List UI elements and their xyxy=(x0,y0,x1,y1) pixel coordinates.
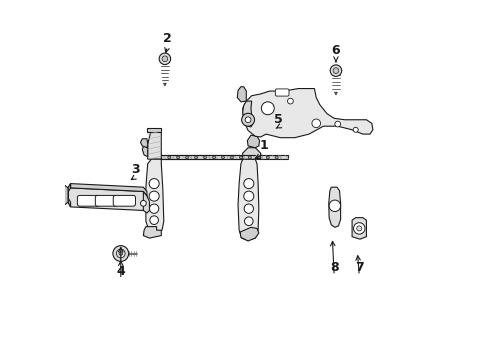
Polygon shape xyxy=(145,159,163,234)
Circle shape xyxy=(328,200,340,212)
Circle shape xyxy=(203,156,206,159)
Circle shape xyxy=(230,156,233,159)
Circle shape xyxy=(149,179,159,189)
Circle shape xyxy=(356,226,361,231)
Polygon shape xyxy=(68,184,70,207)
Text: 4: 4 xyxy=(116,265,125,278)
Circle shape xyxy=(140,201,146,206)
Circle shape xyxy=(311,119,320,128)
Circle shape xyxy=(149,216,158,225)
Polygon shape xyxy=(161,155,287,159)
Polygon shape xyxy=(242,101,252,127)
Circle shape xyxy=(149,191,159,201)
Polygon shape xyxy=(140,139,147,148)
Text: 6: 6 xyxy=(331,44,340,57)
Circle shape xyxy=(162,56,167,62)
Circle shape xyxy=(176,156,179,159)
Polygon shape xyxy=(147,130,161,159)
Polygon shape xyxy=(62,184,68,206)
Circle shape xyxy=(257,156,260,159)
Polygon shape xyxy=(70,184,147,196)
Circle shape xyxy=(244,191,253,201)
Circle shape xyxy=(332,68,338,73)
Circle shape xyxy=(275,156,278,159)
Circle shape xyxy=(244,204,253,213)
Circle shape xyxy=(266,156,269,159)
Polygon shape xyxy=(242,148,260,159)
FancyBboxPatch shape xyxy=(95,195,117,206)
Circle shape xyxy=(194,156,197,159)
Circle shape xyxy=(167,156,170,159)
Polygon shape xyxy=(351,218,366,239)
Circle shape xyxy=(329,65,341,76)
Circle shape xyxy=(353,223,364,234)
Polygon shape xyxy=(143,192,149,213)
Polygon shape xyxy=(237,87,246,102)
Polygon shape xyxy=(242,89,372,138)
Circle shape xyxy=(116,249,125,258)
Text: 1: 1 xyxy=(259,139,268,152)
Circle shape xyxy=(241,113,254,126)
Polygon shape xyxy=(247,135,259,148)
Circle shape xyxy=(244,179,253,189)
Circle shape xyxy=(244,117,250,123)
Polygon shape xyxy=(334,92,337,95)
FancyBboxPatch shape xyxy=(77,195,100,206)
Polygon shape xyxy=(68,184,147,211)
Circle shape xyxy=(352,127,357,132)
Circle shape xyxy=(113,246,128,261)
Text: 5: 5 xyxy=(274,113,283,126)
Circle shape xyxy=(149,204,159,213)
Circle shape xyxy=(159,53,170,64)
Polygon shape xyxy=(143,226,161,238)
Circle shape xyxy=(221,156,224,159)
FancyBboxPatch shape xyxy=(113,195,135,206)
Polygon shape xyxy=(238,159,258,240)
Polygon shape xyxy=(163,83,166,86)
Circle shape xyxy=(185,156,188,159)
Text: 2: 2 xyxy=(163,32,171,45)
Circle shape xyxy=(119,252,122,255)
FancyBboxPatch shape xyxy=(275,89,288,96)
Polygon shape xyxy=(142,140,147,157)
Circle shape xyxy=(261,102,274,115)
Text: 8: 8 xyxy=(329,261,338,274)
Polygon shape xyxy=(147,128,161,132)
Circle shape xyxy=(212,156,215,159)
Circle shape xyxy=(287,98,293,104)
Circle shape xyxy=(248,156,251,159)
Polygon shape xyxy=(240,227,258,241)
Circle shape xyxy=(334,121,340,127)
Text: 7: 7 xyxy=(354,261,363,274)
Polygon shape xyxy=(328,187,340,227)
Circle shape xyxy=(244,217,253,226)
Text: 3: 3 xyxy=(131,163,139,176)
Circle shape xyxy=(239,156,242,159)
